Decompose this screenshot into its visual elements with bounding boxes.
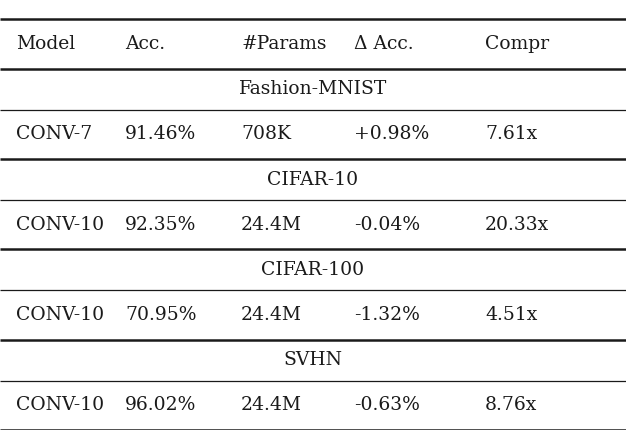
Text: 24.4M: 24.4M	[241, 306, 302, 324]
Text: 24.4M: 24.4M	[241, 396, 302, 414]
Text: 4.51x: 4.51x	[485, 306, 538, 324]
Text: 20.33x: 20.33x	[485, 216, 550, 233]
Text: 24.4M: 24.4M	[241, 216, 302, 233]
Text: Fashion-MNIST: Fashion-MNIST	[239, 80, 387, 98]
Text: SVHN: SVHN	[284, 351, 342, 369]
Text: 708K: 708K	[241, 126, 291, 143]
Text: Δ Acc.: Δ Acc.	[354, 35, 413, 53]
Text: CONV-10: CONV-10	[16, 306, 104, 324]
Text: -1.32%: -1.32%	[354, 306, 419, 324]
Text: CIFAR-100: CIFAR-100	[262, 261, 364, 279]
Text: Model: Model	[16, 35, 74, 53]
Text: +0.98%: +0.98%	[354, 126, 429, 143]
Text: CIFAR-10: CIFAR-10	[267, 171, 359, 188]
Text: 96.02%: 96.02%	[125, 396, 197, 414]
Text: Acc.: Acc.	[125, 35, 165, 53]
Text: 7.61x: 7.61x	[485, 126, 537, 143]
Text: -0.63%: -0.63%	[354, 396, 419, 414]
Text: CONV-10: CONV-10	[16, 396, 104, 414]
Text: -0.04%: -0.04%	[354, 216, 420, 233]
Text: 70.95%: 70.95%	[125, 306, 197, 324]
Text: CONV-7: CONV-7	[16, 126, 92, 143]
Text: Compr: Compr	[485, 35, 549, 53]
Text: #Params: #Params	[241, 35, 327, 53]
Text: 92.35%: 92.35%	[125, 216, 197, 233]
Text: 8.76x: 8.76x	[485, 396, 538, 414]
Text: 91.46%: 91.46%	[125, 126, 197, 143]
Text: CONV-10: CONV-10	[16, 216, 104, 233]
